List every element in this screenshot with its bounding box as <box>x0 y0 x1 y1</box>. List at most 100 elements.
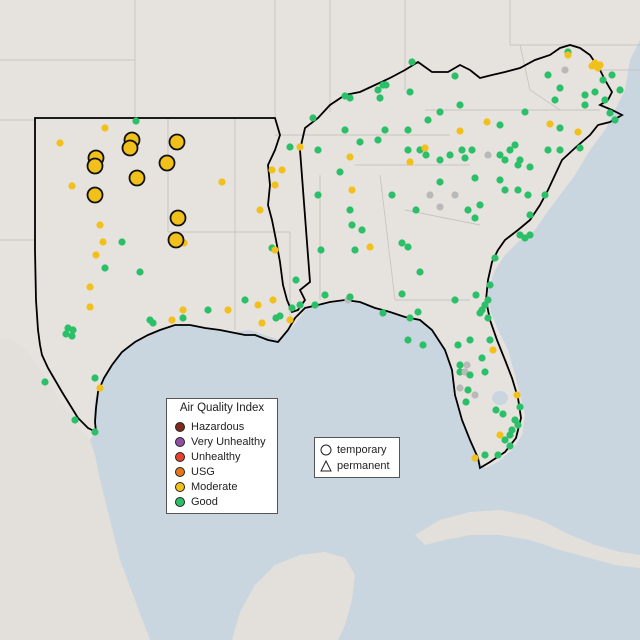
site-marker <box>218 178 226 186</box>
site-marker <box>348 186 356 194</box>
site-marker <box>204 306 212 314</box>
site-marker <box>524 191 532 199</box>
site-marker <box>376 94 384 102</box>
site-marker <box>271 181 279 189</box>
legend-label: Unhealthy <box>191 451 241 463</box>
site-marker <box>511 141 519 149</box>
site-marker <box>476 309 484 317</box>
site-marker <box>496 431 504 439</box>
temporary-site-marker <box>169 209 187 227</box>
temporary-site-marker <box>167 231 185 249</box>
site-marker <box>358 226 366 234</box>
site-marker <box>464 386 472 394</box>
site-marker <box>451 191 459 199</box>
site-marker <box>526 231 534 239</box>
site-marker <box>556 84 564 92</box>
site-marker <box>526 211 534 219</box>
site-marker <box>606 109 614 117</box>
site-marker <box>416 268 424 276</box>
site-marker <box>424 116 432 124</box>
site-marker <box>382 81 390 89</box>
site-marker <box>456 368 464 376</box>
site-marker <box>268 166 276 174</box>
site-marker <box>456 361 464 369</box>
site-marker <box>456 384 464 392</box>
site-marker <box>56 139 64 147</box>
site-marker <box>461 154 469 162</box>
site-marker <box>611 116 619 124</box>
site-marker <box>454 341 462 349</box>
legend-item-unhealthy: Unhealthy <box>175 450 241 464</box>
site-marker <box>118 238 126 246</box>
site-marker <box>224 306 232 314</box>
site-marker <box>471 174 479 182</box>
site-marker <box>544 71 552 79</box>
temporary-site-marker <box>158 154 176 172</box>
site-marker <box>86 303 94 311</box>
site-marker <box>526 163 534 171</box>
site-marker <box>436 203 444 211</box>
site-marker <box>556 146 564 154</box>
site-marker <box>379 309 387 317</box>
site-marker <box>491 254 499 262</box>
site-marker <box>136 268 144 276</box>
site-marker <box>456 101 464 109</box>
site-marker <box>422 151 430 159</box>
site-marker <box>486 281 494 289</box>
site-marker <box>501 186 509 194</box>
site-marker <box>466 371 474 379</box>
legend-item-permanent: permanent <box>320 459 390 473</box>
site-marker <box>62 330 70 338</box>
site-marker <box>471 454 479 462</box>
site-marker <box>484 151 492 159</box>
legend-item-usg: USG <box>175 465 215 479</box>
temporary-site-marker <box>121 139 139 157</box>
cuba-land <box>415 510 640 568</box>
site-marker <box>561 66 569 74</box>
temporary-site-marker <box>168 133 186 151</box>
site-marker <box>346 153 354 161</box>
aqi-legend: Air Quality Index Hazardous Very Unhealt… <box>166 398 278 514</box>
site-marker <box>546 120 554 128</box>
site-marker <box>292 276 300 284</box>
site-marker <box>601 96 609 104</box>
site-marker <box>514 186 522 194</box>
site-marker <box>576 144 584 152</box>
lake-okeechobee <box>492 391 508 405</box>
temporary-site-marker <box>86 186 104 204</box>
site-marker <box>374 86 382 94</box>
usg-swatch <box>175 467 185 477</box>
site-marker <box>492 406 500 414</box>
site-marker <box>41 378 49 386</box>
site-marker <box>506 146 514 154</box>
legend-title: Air Quality Index <box>179 402 265 414</box>
site-marker <box>464 206 472 214</box>
site-marker <box>168 316 176 324</box>
site-marker <box>92 251 100 259</box>
site-marker <box>314 191 322 199</box>
site-marker <box>258 319 266 327</box>
site-marker <box>341 126 349 134</box>
legend-label: Hazardous <box>191 421 245 433</box>
site-marker <box>436 156 444 164</box>
site-marker <box>351 246 359 254</box>
unhealthy-swatch <box>175 452 185 462</box>
site-marker <box>608 71 616 79</box>
site-marker <box>356 138 364 146</box>
site-marker <box>346 206 354 214</box>
site-marker <box>599 76 607 84</box>
site-marker <box>478 354 486 362</box>
site-marker <box>296 301 304 309</box>
site-marker <box>414 308 422 316</box>
site-marker <box>256 206 264 214</box>
site-marker <box>616 86 624 94</box>
site-marker <box>471 214 479 222</box>
site-marker <box>551 96 559 104</box>
site-marker <box>436 108 444 116</box>
site-marker <box>346 94 354 102</box>
site-marker <box>241 296 249 304</box>
site-marker <box>451 296 459 304</box>
permanent-label: permanent <box>337 460 390 472</box>
